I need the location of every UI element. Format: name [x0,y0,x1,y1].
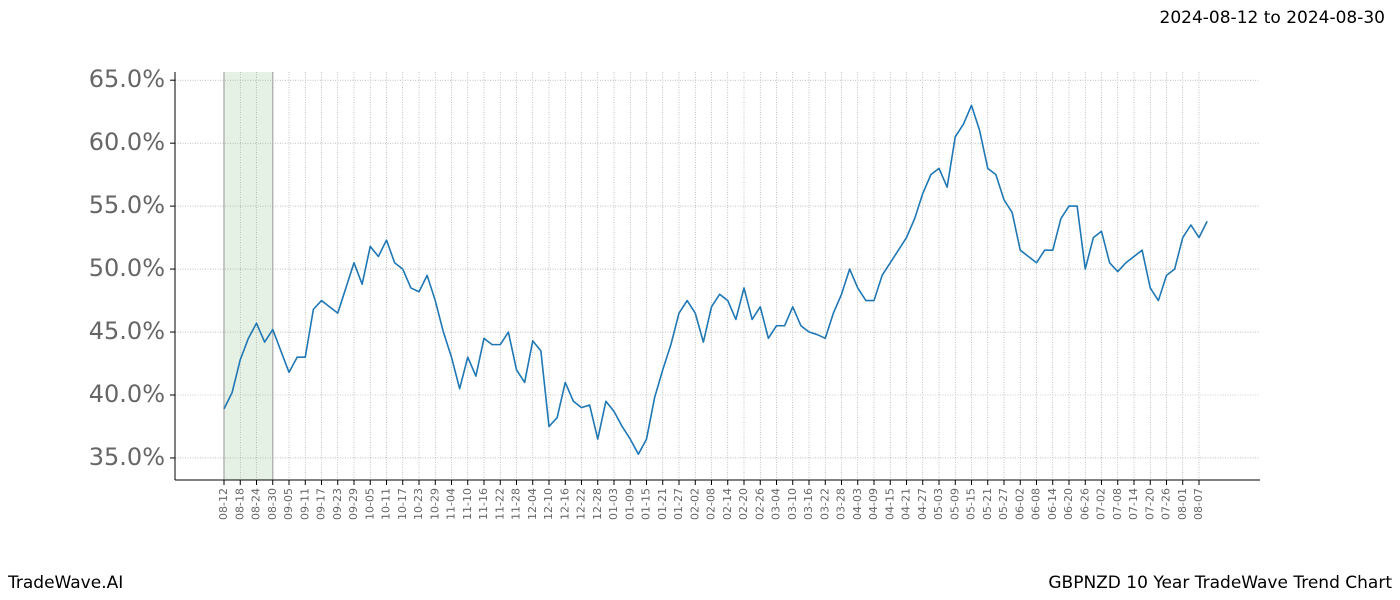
x-tick-label: 12-04 [526,488,539,520]
x-tick-label: 01-09 [623,488,636,520]
y-tick-label: 60.0% [89,128,165,156]
x-tick-label: 11-22 [493,488,506,520]
x-tick-label: 06-14 [1046,488,1059,520]
x-tick-label: 09-17 [315,488,328,520]
x-tick-label: 04-09 [867,488,880,520]
x-tick-label: 12-28 [591,488,604,520]
x-tick-label: 01-15 [640,488,653,520]
x-tick-label: 06-20 [1062,488,1075,520]
x-tick-label: 05-15 [965,488,978,520]
x-tick-label: 01-27 [672,488,685,520]
x-tick-label: 07-02 [1095,488,1108,520]
trend-line [223,104,1208,455]
x-tick-label: 05-21 [981,488,994,520]
x-tick-label: 08-07 [1192,488,1205,520]
y-tick-label: 55.0% [89,191,165,219]
highlight-band [224,72,273,480]
x-tick-label: 12-16 [558,488,571,520]
x-tick-label: 07-14 [1127,488,1140,520]
x-tick-label: 02-20 [737,488,750,520]
x-tick-label: 12-22 [575,488,588,520]
x-tick-label: 01-03 [607,488,620,520]
x-tick-label: 08-30 [266,488,279,520]
x-tick-label: 05-03 [932,488,945,520]
x-tick-label: 08-01 [1176,488,1189,520]
x-tick-label: 04-21 [900,488,913,520]
x-tick-label: 09-29 [347,488,360,520]
chart-title: GBPNZD 10 Year TradeWave Trend Chart [1048,573,1392,593]
x-tick-label: 05-27 [997,488,1010,520]
x-tick-label: 01-21 [656,488,669,520]
y-tick-label: 65.0% [89,65,165,93]
y-tick-label: 45.0% [89,317,165,345]
x-tick-label: 11-16 [477,488,490,520]
x-tick-label: 07-26 [1160,488,1173,520]
x-tick-label: 10-05 [363,488,376,520]
y-tick-label: 50.0% [89,254,165,282]
x-tick-label: 03-16 [802,488,815,520]
date-range: 2024-08-12 to 2024-08-30 [1160,8,1385,28]
x-tick-label: 03-22 [818,488,831,520]
x-tick-label: 03-28 [835,488,848,520]
x-tick-label: 02-26 [753,488,766,520]
x-tick-label: 09-11 [298,488,311,520]
x-tick-label: 10-11 [380,488,393,520]
x-tick-label: 06-02 [1013,488,1026,520]
x-tick-label: 09-23 [331,488,344,520]
x-tick-label: 12-10 [542,488,555,520]
y-tick-label: 35.0% [89,443,165,471]
x-tick-label: 06-08 [1030,488,1043,520]
x-tick-label: 04-27 [916,488,929,520]
x-tick-label: 08-18 [233,488,246,520]
x-tick-label: 07-20 [1143,488,1156,520]
brand: TradeWave.AI [7,573,123,593]
x-tick-label: 11-28 [510,488,523,520]
x-tick-label: 05-09 [948,488,961,520]
x-tick-label: 09-05 [282,488,295,520]
x-tick-label: 10-29 [428,488,441,520]
x-tick-label: 10-23 [412,488,425,520]
y-tick-label: 40.0% [89,380,165,408]
x-tick-label: 02-02 [688,488,701,520]
x-tick-label: 08-24 [250,488,263,520]
x-tick-label: 04-15 [883,488,896,520]
x-tick-label: 11-10 [461,488,474,520]
x-tick-label: 11-04 [445,488,458,520]
x-tick-label: 10-17 [396,488,409,520]
x-tick-label: 02-14 [721,488,734,520]
x-tick-label: 03-04 [770,488,783,520]
x-tick-label: 06-26 [1078,488,1091,520]
x-tick-label: 04-03 [851,488,864,520]
x-tick-label: 07-08 [1111,488,1124,520]
x-tick-label: 08-12 [217,488,230,520]
x-tick-label: 03-10 [786,488,799,520]
x-tick-label: 02-08 [705,488,718,520]
